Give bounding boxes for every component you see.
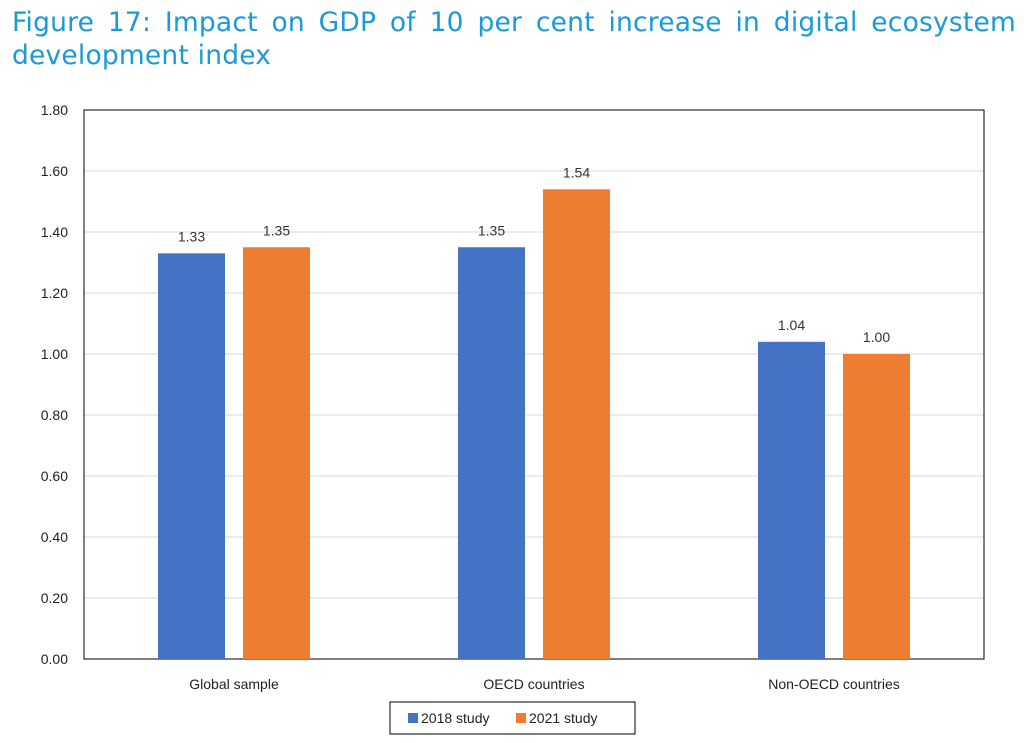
bar-2018-study-0 xyxy=(158,253,225,659)
data-label: 1.04 xyxy=(778,317,805,333)
y-tick-label: 0.60 xyxy=(41,468,68,484)
y-tick-label: 0.40 xyxy=(41,529,68,545)
y-tick-label: 0.80 xyxy=(41,407,68,423)
data-labels: 1.33 1.35 1.35 1.54 1.04 1.00 xyxy=(178,164,890,345)
legend-box xyxy=(389,701,636,735)
data-label: 1.35 xyxy=(263,222,290,238)
data-label: 1.54 xyxy=(563,164,590,180)
category-label: Non-OECD countries xyxy=(768,676,900,692)
legend-swatch xyxy=(516,713,526,723)
y-axis-ticks: 0.00 0.20 0.40 0.60 0.80 1.00 1.20 1.40 1.60 1.80 xyxy=(41,102,68,667)
y-tick-label: 1.00 xyxy=(41,346,68,362)
chart-title: Figure 17: Impact on GDP of 10 per cent … xyxy=(12,7,1016,71)
plot-area xyxy=(83,109,985,660)
y-tick-label: 1.40 xyxy=(41,224,68,240)
y-tick-label: 0.20 xyxy=(41,590,68,606)
bar-2021-study-2 xyxy=(843,354,910,659)
legend-label: 2021 study xyxy=(529,710,598,726)
y-tick-label: 1.60 xyxy=(41,163,68,179)
data-label: 1.33 xyxy=(178,228,205,244)
legend: 2018 study 2021 study xyxy=(389,701,636,735)
y-tick-label: 1.80 xyxy=(41,102,68,118)
bar-2021-study-0 xyxy=(243,247,310,659)
bar-2018-study-2 xyxy=(758,341,825,659)
bar-2021-study-1 xyxy=(543,189,610,660)
x-axis-categories: Global sample OECD countries Non-OECD coun… xyxy=(189,676,900,692)
gridlines xyxy=(84,109,984,660)
y-tick-label: 0.00 xyxy=(41,651,68,667)
data-label: 1.35 xyxy=(478,222,505,238)
category-label: Global sample xyxy=(189,676,279,692)
data-label: 1.00 xyxy=(863,329,890,345)
y-tick-label: 1.20 xyxy=(41,285,68,301)
category-label: OECD countries xyxy=(483,676,584,692)
bars xyxy=(158,189,910,660)
legend-label: 2018 study xyxy=(421,710,490,726)
legend-swatch xyxy=(408,713,418,723)
bar-2018-study-1 xyxy=(458,247,525,659)
